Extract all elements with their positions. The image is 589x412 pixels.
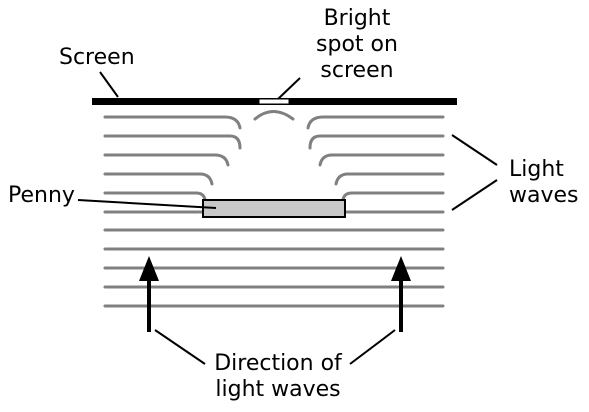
wave-line-row2-right (308, 134, 445, 150)
direction-arrows (139, 256, 411, 332)
light-waves-leader-lower (451, 179, 498, 211)
light-waves-leader-upper (451, 134, 498, 166)
wave-line-row5-left (103, 191, 207, 202)
wave-line-row2-left (103, 134, 242, 150)
right-arrow-head-icon (391, 256, 411, 281)
direction-leader-right (349, 329, 396, 365)
left-arrow-head-icon (139, 256, 159, 281)
label-screen: Screen (59, 45, 135, 70)
bright-spot-leader (277, 77, 301, 100)
label-bright-spot-line1: Bright (324, 6, 391, 31)
direction-leader-left (154, 329, 206, 365)
label-bright-spot-line2: spot on (316, 32, 398, 57)
wave-line-row4-left (103, 172, 214, 186)
label-light-waves-line1: Light (509, 157, 564, 182)
label-light-waves-line2: waves (509, 183, 579, 208)
wave-line-row3-left (103, 153, 230, 167)
bright-spot (258, 98, 290, 105)
penny (202, 199, 346, 218)
wave-line-row5-right (341, 191, 445, 202)
label-direction-line2: light waves (215, 377, 340, 402)
label-penny: Penny (8, 183, 75, 208)
screen-leader (99, 71, 119, 98)
wave-line-row3-right (318, 153, 445, 167)
label-bright-spot-line3: screen (320, 58, 393, 83)
label-direction-line1: Direction of (214, 351, 343, 376)
wave-line-row4-right (334, 172, 445, 186)
leader-lines (77, 71, 498, 365)
light-wave-lines (103, 115, 445, 308)
wave-line-row1-right (306, 115, 445, 130)
converging-wave-arc (253, 110, 295, 121)
penny-leader (77, 199, 217, 209)
wave-line-row1-left (103, 115, 242, 130)
